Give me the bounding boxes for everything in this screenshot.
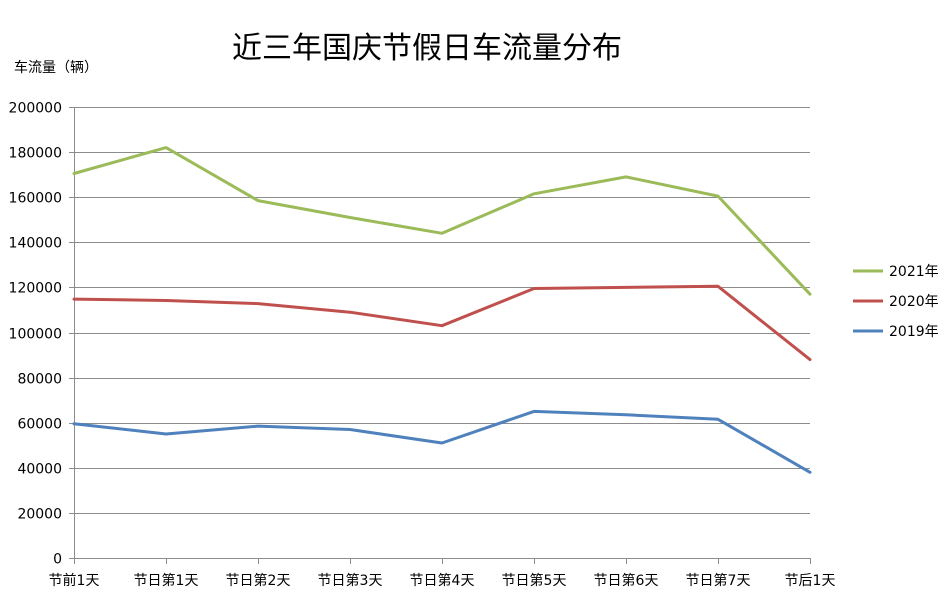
y-tick-labels: 0 20000 40000 60000 80000 100000 120000 140000 1…: [9, 101, 62, 568]
x-tick-label: 节日第2天: [226, 572, 291, 589]
x-tick-label: 节日第4天: [410, 572, 475, 589]
legend-label: 2019年: [889, 324, 939, 340]
y-tick-label: 100000: [9, 327, 62, 343]
y-tick-label: 200000: [9, 101, 62, 117]
x-tick-label: 节前1天: [49, 572, 100, 589]
legend-label: 2021年: [889, 264, 939, 280]
x-tick-label: 节日第1天: [134, 572, 199, 589]
x-tick-labels: 节前1天 节日第1天 节日第2天 节日第3天 节日第4天 节日第5天 节日第6天 节日第7天 节…: [49, 572, 836, 589]
x-tick-label: 节日第6天: [594, 572, 659, 589]
series-lines: [72, 146, 812, 474]
series-line: [72, 409, 812, 474]
series-line: [72, 284, 812, 362]
y-tick-label: 20000: [17, 507, 62, 523]
y-tick-label: 120000: [9, 281, 62, 297]
y-tick-label: 40000: [17, 462, 62, 478]
gridlines: [74, 107, 810, 514]
legend: 2021年 2020年 2019年: [853, 264, 939, 340]
axes: [69, 107, 811, 564]
x-tick-label: 节日第5天: [502, 572, 567, 589]
chart-title: 近三年国庆节假日车流量分布: [232, 31, 622, 66]
x-tick-label: 节日第3天: [318, 572, 383, 589]
series-line: [72, 146, 812, 296]
y-tick-label: 0: [53, 552, 62, 568]
y-tick-label: 180000: [9, 146, 62, 162]
x-tick-label: 节后1天: [785, 573, 836, 589]
y-tick-label: 160000: [9, 191, 62, 207]
y-tick-label: 140000: [9, 236, 62, 252]
legend-label: 2020年: [889, 294, 939, 310]
y-tick-label: 80000: [17, 372, 62, 388]
y-axis-label: 车流量（辆）: [14, 59, 98, 76]
x-tick-label: 节日第7天: [686, 572, 751, 589]
y-tick-label: 60000: [17, 417, 62, 433]
